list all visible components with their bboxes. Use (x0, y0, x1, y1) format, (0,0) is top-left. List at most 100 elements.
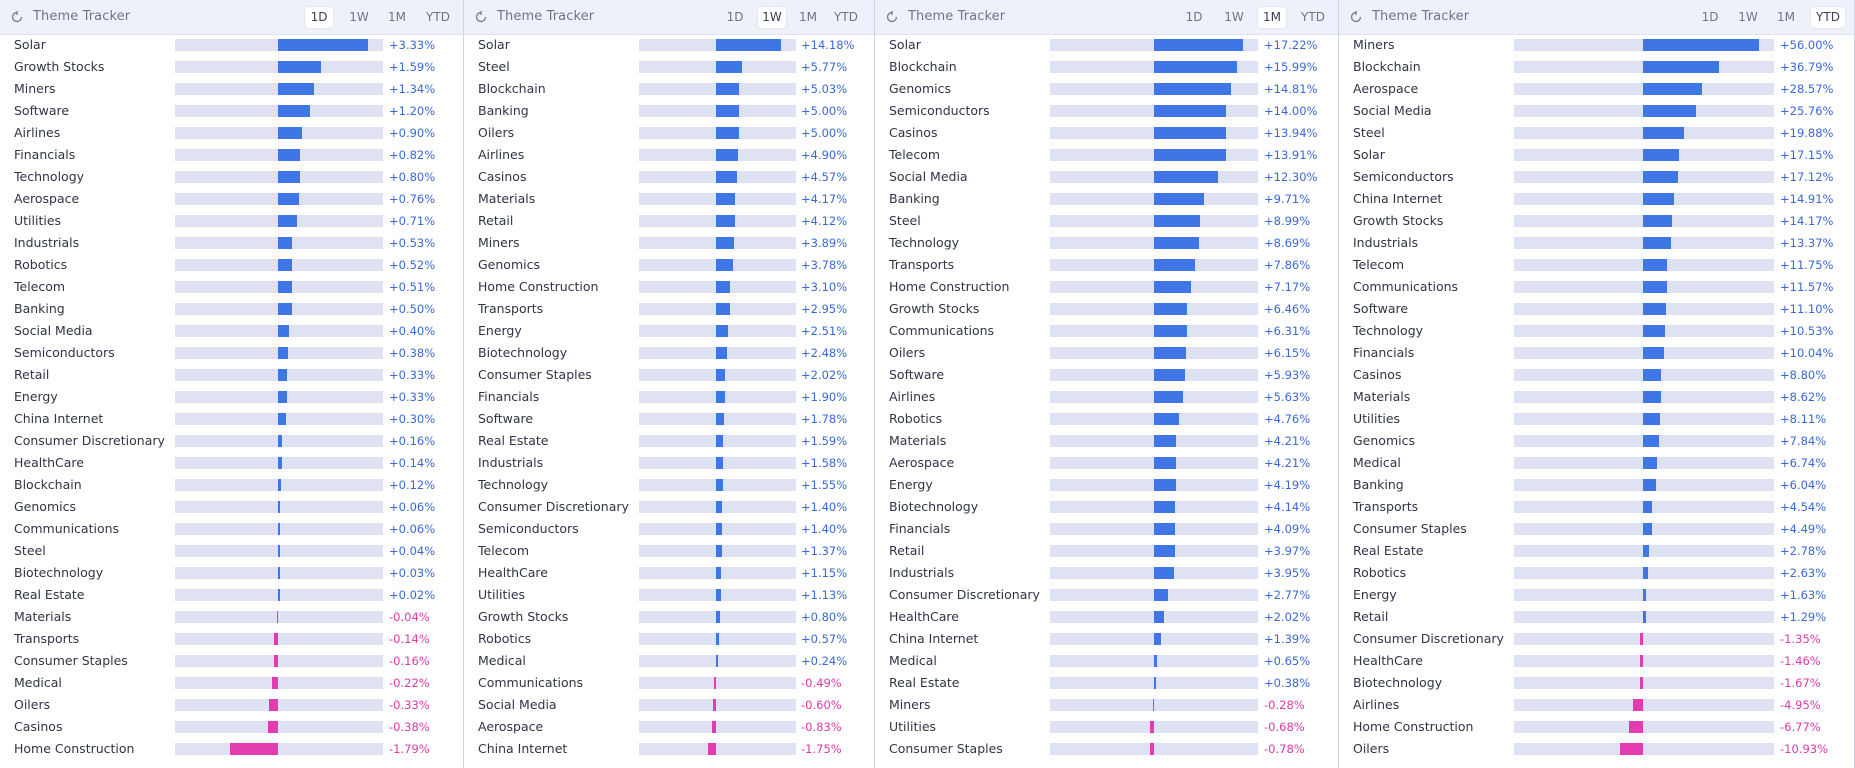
theme-row[interactable]: Solar +17.15% (1339, 144, 1854, 166)
theme-row[interactable]: Technology +1.55% (464, 474, 874, 496)
theme-row[interactable]: Transports +2.95% (464, 298, 874, 320)
theme-row[interactable]: Utilities -0.68% (875, 716, 1338, 738)
theme-row[interactable]: Blockchain +15.99% (875, 56, 1338, 78)
tab-1d[interactable]: 1D (726, 10, 744, 24)
theme-row[interactable]: Semiconductors +17.12% (1339, 166, 1854, 188)
tab-1m[interactable]: 1M (1777, 10, 1795, 24)
theme-row[interactable]: Consumer Staples -0.78% (875, 738, 1338, 760)
theme-row[interactable]: China Internet +0.30% (0, 408, 463, 430)
theme-row[interactable]: Steel +5.77% (464, 56, 874, 78)
theme-row[interactable]: Industrials +13.37% (1339, 232, 1854, 254)
theme-row[interactable]: Real Estate +1.59% (464, 430, 874, 452)
theme-row[interactable]: Robotics +0.57% (464, 628, 874, 650)
theme-row[interactable]: Consumer Discretionary +1.40% (464, 496, 874, 518)
theme-row[interactable]: Semiconductors +1.40% (464, 518, 874, 540)
theme-row[interactable]: Financials +0.82% (0, 144, 463, 166)
theme-row[interactable]: Biotechnology +4.14% (875, 496, 1338, 518)
theme-row[interactable]: Retail +4.12% (464, 210, 874, 232)
tab-1d[interactable]: 1D (305, 7, 333, 28)
theme-row[interactable]: Software +1.78% (464, 408, 874, 430)
theme-row[interactable]: Oilers +6.15% (875, 342, 1338, 364)
theme-row[interactable]: Semiconductors +14.00% (875, 100, 1338, 122)
theme-row[interactable]: Growth Stocks +6.46% (875, 298, 1338, 320)
theme-row[interactable]: Growth Stocks +1.59% (0, 56, 463, 78)
theme-row[interactable]: Robotics +0.52% (0, 254, 463, 276)
theme-row[interactable]: HealthCare +2.02% (875, 606, 1338, 628)
tab-1d[interactable]: 1D (1701, 10, 1719, 24)
theme-row[interactable]: Consumer Staples +2.02% (464, 364, 874, 386)
theme-row[interactable]: Technology +10.53% (1339, 320, 1854, 342)
theme-row[interactable]: Medical +0.24% (464, 650, 874, 672)
theme-row[interactable]: Communications -0.49% (464, 672, 874, 694)
theme-row[interactable]: Home Construction -1.79% (0, 738, 463, 760)
theme-row[interactable]: Consumer Discretionary -1.35% (1339, 628, 1854, 650)
theme-row[interactable]: Banking +5.00% (464, 100, 874, 122)
theme-row[interactable]: Retail +1.29% (1339, 606, 1854, 628)
theme-row[interactable]: Social Media +25.76% (1339, 100, 1854, 122)
theme-row[interactable]: HealthCare -1.46% (1339, 650, 1854, 672)
theme-row[interactable]: Transports +4.54% (1339, 496, 1854, 518)
theme-row[interactable]: Solar +14.18% (464, 34, 874, 56)
theme-row[interactable]: Communications +6.31% (875, 320, 1338, 342)
theme-row[interactable]: Biotechnology -1.67% (1339, 672, 1854, 694)
theme-row[interactable]: Real Estate +0.38% (875, 672, 1338, 694)
theme-row[interactable]: Miners -0.28% (875, 694, 1338, 716)
theme-row[interactable]: Casinos +13.94% (875, 122, 1338, 144)
tab-1w[interactable]: 1W (1224, 10, 1244, 24)
theme-row[interactable]: Biotechnology +0.03% (0, 562, 463, 584)
theme-row[interactable]: Genomics +14.81% (875, 78, 1338, 100)
theme-row[interactable]: Technology +0.80% (0, 166, 463, 188)
theme-row[interactable]: HealthCare +0.14% (0, 452, 463, 474)
theme-row[interactable]: Financials +10.04% (1339, 342, 1854, 364)
theme-row[interactable]: Utilities +1.13% (464, 584, 874, 606)
theme-row[interactable]: Software +11.10% (1339, 298, 1854, 320)
theme-row[interactable]: Materials +4.17% (464, 188, 874, 210)
theme-row[interactable]: Social Media +0.40% (0, 320, 463, 342)
theme-row[interactable]: Energy +2.51% (464, 320, 874, 342)
theme-row[interactable]: Miners +56.00% (1339, 34, 1854, 56)
theme-row[interactable]: Solar +3.33% (0, 34, 463, 56)
theme-row[interactable]: Transports +7.86% (875, 254, 1338, 276)
theme-row[interactable]: Materials +8.62% (1339, 386, 1854, 408)
theme-row[interactable]: Casinos +8.80% (1339, 364, 1854, 386)
theme-row[interactable]: Consumer Discretionary +0.16% (0, 430, 463, 452)
theme-row[interactable]: Financials +1.90% (464, 386, 874, 408)
theme-row[interactable]: Airlines +4.90% (464, 144, 874, 166)
theme-row[interactable]: Miners +1.34% (0, 78, 463, 100)
theme-row[interactable]: Aerospace +0.76% (0, 188, 463, 210)
theme-row[interactable]: Medical -0.22% (0, 672, 463, 694)
theme-row[interactable]: Blockchain +5.03% (464, 78, 874, 100)
theme-row[interactable]: Banking +0.50% (0, 298, 463, 320)
theme-row[interactable]: Consumer Staples -0.16% (0, 650, 463, 672)
theme-row[interactable]: Casinos -0.38% (0, 716, 463, 738)
theme-row[interactable]: Financials +4.09% (875, 518, 1338, 540)
tab-1w[interactable]: 1W (349, 10, 369, 24)
theme-row[interactable]: Banking +6.04% (1339, 474, 1854, 496)
tab-ytd[interactable]: YTD (1301, 10, 1325, 24)
theme-row[interactable]: Technology +8.69% (875, 232, 1338, 254)
tab-ytd[interactable]: YTD (834, 10, 858, 24)
theme-row[interactable]: Biotechnology +2.48% (464, 342, 874, 364)
theme-row[interactable]: Consumer Staples +4.49% (1339, 518, 1854, 540)
theme-row[interactable]: Social Media +12.30% (875, 166, 1338, 188)
theme-row[interactable]: Communications +0.06% (0, 518, 463, 540)
theme-row[interactable]: Materials -0.04% (0, 606, 463, 628)
theme-row[interactable]: Energy +0.33% (0, 386, 463, 408)
theme-row[interactable]: Miners +3.89% (464, 232, 874, 254)
theme-row[interactable]: Growth Stocks +14.17% (1339, 210, 1854, 232)
theme-row[interactable]: Blockchain +36.79% (1339, 56, 1854, 78)
theme-row[interactable]: Casinos +4.57% (464, 166, 874, 188)
theme-row[interactable]: Transports -0.14% (0, 628, 463, 650)
tab-1w[interactable]: 1W (758, 7, 786, 28)
theme-row[interactable]: Genomics +0.06% (0, 496, 463, 518)
theme-row[interactable]: Medical +0.65% (875, 650, 1338, 672)
theme-row[interactable]: Retail +0.33% (0, 364, 463, 386)
tab-ytd[interactable]: YTD (1811, 7, 1845, 28)
theme-row[interactable]: Communications +11.57% (1339, 276, 1854, 298)
theme-row[interactable]: Software +1.20% (0, 100, 463, 122)
theme-row[interactable]: Steel +0.04% (0, 540, 463, 562)
theme-row[interactable]: Blockchain +0.12% (0, 474, 463, 496)
theme-row[interactable]: Utilities +8.11% (1339, 408, 1854, 430)
theme-row[interactable]: Semiconductors +0.38% (0, 342, 463, 364)
theme-row[interactable]: Industrials +1.58% (464, 452, 874, 474)
